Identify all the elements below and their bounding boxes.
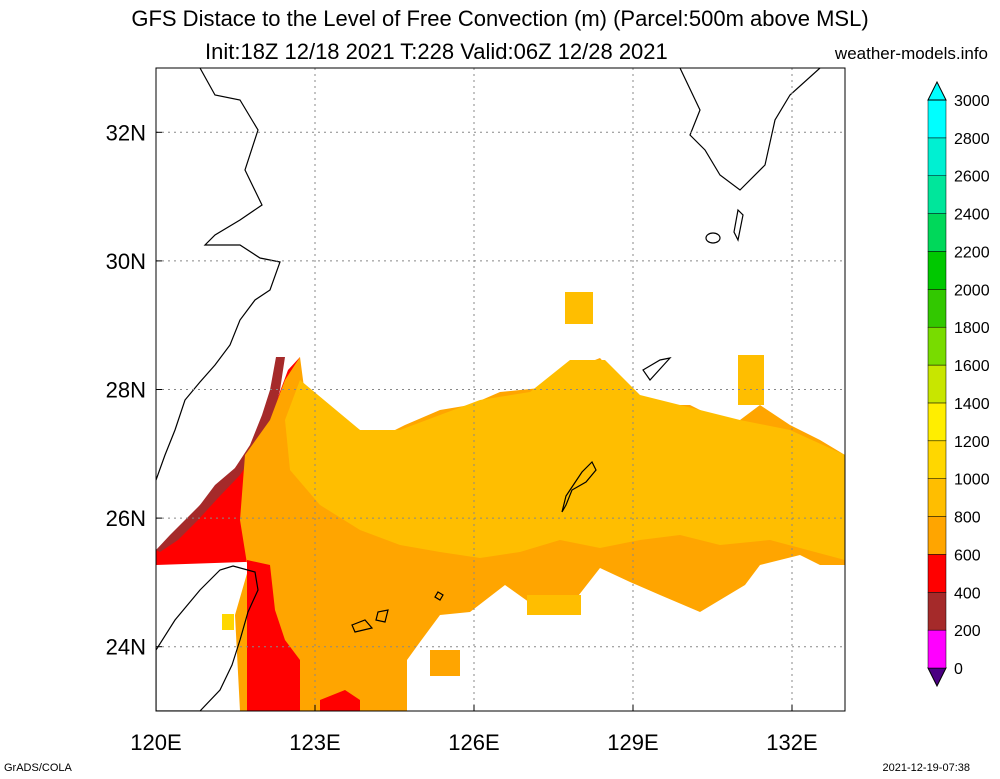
y-tick-label: 26N	[106, 506, 146, 531]
colorbar-segment	[927, 213, 947, 252]
colorbar-segment	[927, 629, 947, 669]
colorbar-label: 800	[954, 510, 981, 527]
x-tick-label: 120E	[130, 730, 181, 755]
colorbar-segment	[927, 478, 947, 517]
colorbar-label: 1800	[954, 320, 990, 337]
colorbar-segment	[927, 516, 947, 555]
field-layer	[156, 292, 845, 711]
x-tick-label: 123E	[289, 730, 340, 755]
y-tick-label: 24N	[106, 635, 146, 660]
coastline-taiwan	[156, 565, 259, 711]
field-red-south	[247, 560, 300, 711]
chart-title: GFS Distace to the Level of Free Convect…	[131, 6, 869, 31]
field-block-sw	[430, 650, 460, 676]
coastline-iriomote	[375, 609, 389, 623]
colorbar-segment	[927, 326, 947, 366]
colorbar-label: 2200	[954, 244, 990, 261]
coastline-china	[156, 68, 281, 481]
y-tick-label: 30N	[106, 249, 146, 274]
colorbar-segment	[927, 364, 947, 404]
chart-subtitle: Init:18Z 12/18 2021 T:228 Valid:06Z 12/2…	[205, 39, 668, 64]
colorbar-label: 2800	[954, 131, 990, 148]
colorbar-label: 2400	[954, 207, 990, 224]
colorbar-label: 2600	[954, 169, 990, 186]
colorbar-label: 400	[954, 585, 981, 602]
coastline-amami	[642, 357, 672, 381]
colorbar-segment	[927, 99, 947, 139]
colorbar-segment	[927, 137, 947, 176]
colorbar-max-arrow	[927, 80, 947, 101]
x-tick-label: 132E	[766, 730, 817, 755]
colorbar-label: 0	[954, 661, 963, 678]
field-red-south-2	[320, 690, 360, 711]
colorbar-segment	[927, 251, 947, 290]
field-yellow-orange	[285, 360, 845, 560]
colorbar-segment	[927, 175, 947, 214]
coastline-yakushima	[733, 208, 744, 242]
field-block-east	[738, 355, 764, 405]
coastline-kyushu	[679, 68, 821, 191]
y-tick-label: 28N	[106, 378, 146, 403]
coastline-okinawa	[561, 460, 597, 513]
colorbar-label: 3000	[954, 93, 990, 110]
y-tick-label: 32N	[106, 120, 146, 145]
colorbar: 0 200 400 600 800 1000 1200 1400 1600 1800 2000 220…	[927, 80, 990, 688]
colorbar-segment	[927, 592, 947, 631]
footer-right: 2021-12-19-07:38	[882, 762, 970, 774]
colorbar-min-arrow	[927, 667, 947, 688]
colorbar-label: 1200	[954, 434, 990, 451]
coastline-layer	[156, 68, 821, 711]
coastline-ishigaki	[351, 619, 374, 633]
site-label: weather-models.info	[834, 44, 988, 63]
colorbar-segment	[927, 554, 947, 593]
colorbar-segment	[927, 402, 947, 442]
y-axis: 24N 26N 28N 30N 32N	[106, 120, 162, 660]
colorbar-label: 2000	[954, 282, 990, 299]
footer-left: GrADS/COLA	[4, 762, 72, 774]
colorbar-segment	[927, 289, 947, 328]
x-axis: 120E 123E 126E 129E 132E	[130, 705, 818, 755]
x-tick-label: 126E	[448, 730, 499, 755]
colorbar-label: 1400	[954, 396, 990, 413]
field-block-tw	[222, 614, 234, 630]
field-block-s	[527, 595, 581, 615]
coastline-tanegashima	[705, 232, 721, 244]
field-block-north	[565, 292, 593, 324]
colorbar-label: 200	[954, 623, 981, 640]
x-tick-label: 129E	[607, 730, 658, 755]
colorbar-label: 600	[954, 547, 981, 564]
colorbar-segment	[927, 440, 947, 479]
coastline-miyako	[434, 591, 444, 601]
colorbar-label: 1600	[954, 358, 990, 375]
colorbar-label: 1000	[954, 472, 990, 489]
